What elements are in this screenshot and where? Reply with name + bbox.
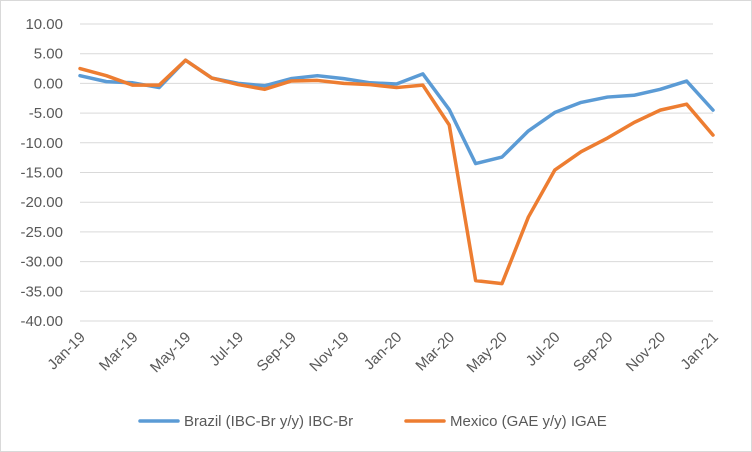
- y-tick-label: 0.00: [34, 75, 63, 92]
- legend: Brazil (IBC-Br y/y) IBC-Br Mexico (GAE y/…: [138, 413, 607, 430]
- gridlines: [80, 23, 713, 322]
- legend-label: Brazil (IBC-Br y/y) IBC-Br: [184, 413, 353, 430]
- y-tick-label: 10.00: [25, 16, 63, 33]
- y-tick-label: -25.00: [20, 224, 63, 241]
- x-tick-label: May-19: [147, 329, 194, 376]
- x-tick-label: Jan-20: [361, 329, 405, 373]
- x-tick-label: Nov-20: [623, 329, 669, 375]
- x-axis: Jan-19 Mar-19 May-19 Jul-19 Sep-19 Nov-19 Jan-…: [44, 329, 721, 376]
- y-tick-label: -30.00: [20, 254, 63, 271]
- x-tick-label: Jan-19: [44, 329, 88, 373]
- legend-label: Mexico (GAE y/y) IGAE: [450, 413, 607, 430]
- y-tick-label: -20.00: [20, 194, 63, 211]
- x-tick-label: Nov-19: [306, 329, 352, 375]
- x-tick-label: Mar-20: [412, 329, 458, 375]
- x-tick-label: Jul-19: [206, 329, 247, 370]
- x-tick-label: Jul-20: [523, 329, 564, 370]
- series-lines: [78, 58, 715, 286]
- y-tick-label: -15.00: [20, 165, 63, 182]
- x-tick-label: Sep-19: [254, 329, 300, 375]
- y-tick-label: -5.00: [29, 105, 63, 122]
- x-tick-label: Jan-21: [677, 329, 721, 373]
- x-tick-label: Mar-19: [96, 329, 142, 375]
- x-tick-label: May-20: [463, 329, 510, 376]
- y-tick-label: -35.00: [20, 283, 63, 300]
- y-tick-label: -10.00: [20, 135, 63, 152]
- series-line-mexico: [78, 58, 715, 286]
- x-tick-label: Sep-20: [570, 329, 616, 375]
- y-axis: 10.00 5.00 0.00 -5.00 -10.00 -15.00 -20.00 -25.…: [20, 16, 63, 330]
- series-line-brazil: [78, 58, 715, 166]
- y-tick-label: 5.00: [34, 46, 63, 63]
- y-tick-label: -40.00: [20, 313, 63, 330]
